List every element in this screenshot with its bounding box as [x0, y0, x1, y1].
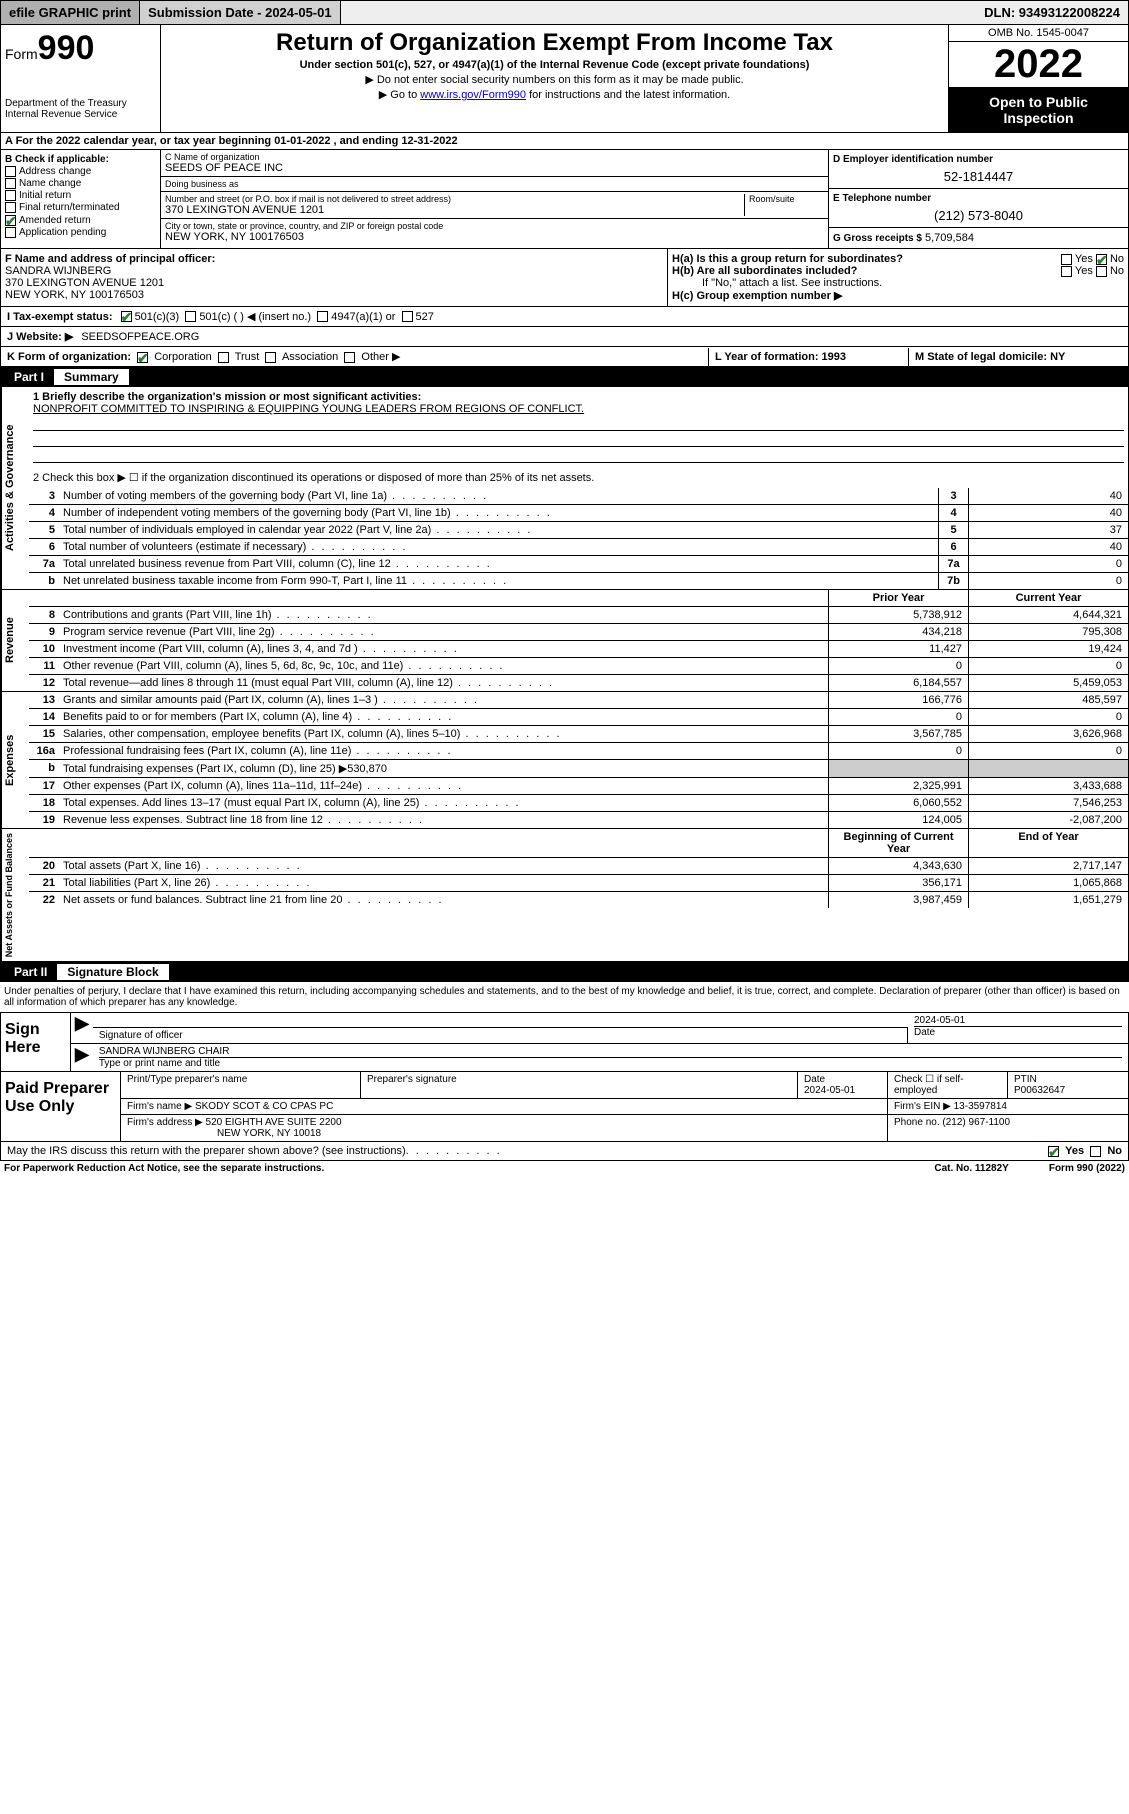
table-row: 7aTotal unrelated business revenue from … [29, 556, 1128, 573]
line-a: A For the 2022 calendar year, or tax yea… [0, 133, 1129, 150]
line-i: I Tax-exempt status: 501(c)(3) 501(c) ( … [0, 307, 1129, 327]
top-toolbar: efile GRAPHIC print Submission Date - 20… [0, 0, 1129, 25]
form-subtitle: Under section 501(c), 527, or 4947(a)(1)… [165, 59, 944, 71]
state-domicile: M State of legal domicile: NY [908, 348, 1128, 366]
amended-checkbox[interactable] [5, 215, 16, 226]
page-footer: For Paperwork Reduction Act Notice, see … [0, 1161, 1129, 1176]
omb-number: OMB No. 1545-0047 [949, 25, 1128, 42]
firm-name: SKODY SCOT & CO CPAS PC [195, 1101, 333, 1112]
officer-sig-name: SANDRA WIJNBERG CHAIR [99, 1046, 1122, 1057]
ptin: P00632647 [1014, 1085, 1065, 1096]
line-k: K Form of organization: Corporation Trus… [0, 347, 1129, 367]
table-row: 22Net assets or fund balances. Subtract … [29, 892, 1128, 908]
line-j: J Website: ▶ SEEDSOFPEACE.ORG [0, 327, 1129, 347]
org-street: 370 LEXINGTON AVENUE 1201 [165, 204, 744, 216]
arrow-icon: ▶ [71, 1044, 93, 1071]
table-row: 16aProfessional fundraising fees (Part I… [29, 743, 1128, 760]
part2-header: Part II Signature Block [0, 962, 1129, 982]
table-row: 14Benefits paid to or for members (Part … [29, 709, 1128, 726]
table-row: 5Total number of individuals employed in… [29, 522, 1128, 539]
prep-date: 2024-05-01 [804, 1085, 855, 1096]
discuss-yes[interactable] [1048, 1146, 1059, 1157]
discuss-row: May the IRS discuss this return with the… [0, 1142, 1129, 1161]
org-name: SEEDS OF PEACE INC [165, 162, 824, 174]
form-number: Form990 [5, 29, 156, 68]
table-row: 10Investment income (Part VIII, column (… [29, 641, 1128, 658]
sig-declaration: Under penalties of perjury, I declare th… [0, 982, 1129, 1012]
box-b: B Check if applicable: Address change Na… [1, 150, 161, 248]
side-netassets: Net Assets or Fund Balances [1, 829, 29, 961]
table-row: bTotal fundraising expenses (Part IX, co… [29, 760, 1128, 778]
table-row: 11Other revenue (Part VIII, column (A), … [29, 658, 1128, 675]
side-governance: Activities & Governance [1, 387, 29, 589]
gross-receipts: 5,709,584 [925, 232, 974, 244]
table-row: 3Number of voting members of the governi… [29, 488, 1128, 505]
table-row: 17Other expenses (Part IX, column (A), l… [29, 778, 1128, 795]
summary-table: Activities & Governance 1 Briefly descri… [0, 387, 1129, 962]
dln: DLN: 93493122008224 [976, 1, 1128, 24]
preparer-block: Paid Preparer Use Only Print/Type prepar… [0, 1072, 1129, 1142]
sign-here-block: Sign Here ▶ Signature of officer 2024-05… [0, 1012, 1129, 1072]
officer-name: SANDRA WIJNBERG [5, 265, 111, 277]
section-bcdeg: B Check if applicable: Address change Na… [0, 150, 1129, 249]
side-expenses: Expenses [1, 692, 29, 828]
mission-text: NONPROFIT COMMITTED TO INSPIRING & EQUIP… [33, 403, 584, 415]
submission-date: Submission Date - 2024-05-01 [140, 1, 341, 24]
box-c: C Name of organization SEEDS OF PEACE IN… [161, 150, 828, 248]
table-row: 8Contributions and grants (Part VIII, li… [29, 607, 1128, 624]
phone: (212) 573-8040 [833, 208, 1124, 223]
line-2: 2 Check this box ▶ ☐ if the organization… [29, 467, 1128, 488]
table-row: 19Revenue less expenses. Subtract line 1… [29, 812, 1128, 828]
ein: 52-1814447 [833, 169, 1124, 184]
501c3-checkbox[interactable] [121, 311, 132, 322]
table-row: 21Total liabilities (Part X, line 26)356… [29, 875, 1128, 892]
corp-checkbox[interactable] [137, 352, 148, 363]
box-de: D Employer identification number 52-1814… [828, 150, 1128, 248]
open-inspection: Open to Public Inspection [949, 88, 1128, 132]
efile-button[interactable]: efile GRAPHIC print [1, 1, 140, 24]
dept-label: Department of the Treasury [5, 98, 156, 109]
tax-year: 2022 [949, 42, 1128, 88]
form-title: Return of Organization Exempt From Incom… [165, 29, 944, 57]
table-row: 20Total assets (Part X, line 16)4,343,63… [29, 858, 1128, 875]
group-return-no[interactable] [1096, 254, 1107, 265]
sig-date: 2024-05-01 [914, 1015, 1122, 1026]
part1-header: Part I Summary [0, 367, 1129, 387]
table-row: 9Program service revenue (Part VIII, lin… [29, 624, 1128, 641]
form-header: Form990 Department of the Treasury Inter… [0, 25, 1129, 133]
note-ssn: ▶ Do not enter social security numbers o… [165, 73, 944, 86]
website: SEEDSOFPEACE.ORG [81, 331, 199, 343]
section-fh: F Name and address of principal officer:… [0, 249, 1129, 307]
arrow-icon: ▶ [71, 1013, 93, 1043]
irs-label: Internal Revenue Service [5, 109, 156, 120]
table-row: 18Total expenses. Add lines 13–17 (must … [29, 795, 1128, 812]
side-revenue: Revenue [1, 590, 29, 691]
table-row: bNet unrelated business taxable income f… [29, 573, 1128, 589]
firm-ein: 13-3597814 [954, 1101, 1007, 1112]
table-row: 12Total revenue—add lines 8 through 11 (… [29, 675, 1128, 691]
irs-link[interactable]: www.irs.gov/Form990 [420, 89, 526, 101]
table-row: 6Total number of volunteers (estimate if… [29, 539, 1128, 556]
table-row: 15Salaries, other compensation, employee… [29, 726, 1128, 743]
note-link: ▶ Go to www.irs.gov/Form990 for instruct… [165, 88, 944, 101]
table-row: 4Number of independent voting members of… [29, 505, 1128, 522]
table-row: 13Grants and similar amounts paid (Part … [29, 692, 1128, 709]
firm-phone: (212) 967-1100 [942, 1117, 1010, 1128]
org-city: NEW YORK, NY 100176503 [165, 231, 824, 243]
year-formation: L Year of formation: 1993 [708, 348, 908, 366]
